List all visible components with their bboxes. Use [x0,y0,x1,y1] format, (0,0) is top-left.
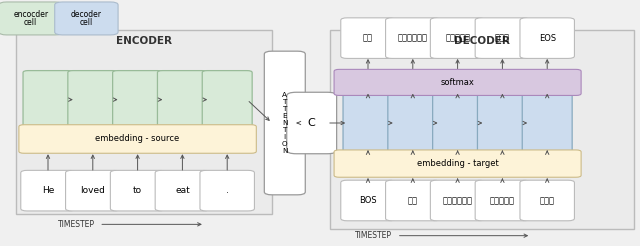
FancyBboxPatch shape [65,170,120,211]
FancyBboxPatch shape [330,30,634,229]
Text: encocder: encocder [13,10,48,18]
FancyBboxPatch shape [340,18,396,58]
Text: সে: সে [408,196,418,205]
Text: cell: cell [80,18,93,27]
FancyBboxPatch shape [68,71,118,129]
Text: EOS: EOS [539,34,556,43]
FancyBboxPatch shape [430,180,485,221]
FancyBboxPatch shape [200,170,255,211]
FancyBboxPatch shape [477,94,527,152]
Text: পছন্দ: পছন্দ [445,34,470,43]
Text: eat: eat [175,186,190,195]
Text: A
T
T
E
N
T
I
O
N: A T T E N T I O N [282,92,287,154]
FancyBboxPatch shape [340,180,396,221]
FancyBboxPatch shape [157,71,207,129]
FancyBboxPatch shape [520,180,575,221]
Text: খাওয়া: খাওয়া [398,34,428,43]
Text: loved: loved [81,186,105,195]
Text: TIMESTEP: TIMESTEP [58,220,95,229]
FancyBboxPatch shape [0,2,63,35]
FancyBboxPatch shape [475,180,530,221]
Text: to: to [133,186,142,195]
Text: DECODER: DECODER [454,36,509,46]
Text: করে: করে [495,34,510,43]
Text: করে: করে [540,196,555,205]
Text: পছন্দ: পছন্দ [490,196,515,205]
FancyBboxPatch shape [475,18,530,58]
Text: .: . [226,186,228,195]
FancyBboxPatch shape [433,94,483,152]
Text: He: He [42,186,54,195]
FancyBboxPatch shape [520,18,575,58]
Text: খাওয়া: খাওয়া [443,196,472,205]
FancyBboxPatch shape [264,51,305,195]
Text: cell: cell [24,18,37,27]
Text: TIMESTEP: TIMESTEP [355,231,392,240]
Text: সে: সে [363,34,373,43]
Text: C: C [308,118,316,128]
FancyBboxPatch shape [16,30,272,214]
FancyBboxPatch shape [287,92,337,154]
FancyBboxPatch shape [23,71,73,129]
Text: BOS: BOS [359,196,377,205]
FancyBboxPatch shape [343,94,393,152]
FancyBboxPatch shape [155,170,210,211]
Text: decoder: decoder [71,10,102,18]
FancyBboxPatch shape [113,71,163,129]
FancyBboxPatch shape [334,150,581,177]
FancyBboxPatch shape [55,2,118,35]
FancyBboxPatch shape [334,69,581,95]
Text: embedding - source: embedding - source [95,135,180,143]
FancyBboxPatch shape [385,18,440,58]
Text: ENCODER: ENCODER [116,36,172,46]
FancyBboxPatch shape [20,170,76,211]
FancyBboxPatch shape [110,170,165,211]
FancyBboxPatch shape [388,94,438,152]
FancyBboxPatch shape [202,71,252,129]
FancyBboxPatch shape [385,180,440,221]
Text: softmax: softmax [441,78,474,87]
FancyBboxPatch shape [522,94,572,152]
FancyBboxPatch shape [19,125,256,153]
FancyBboxPatch shape [430,18,485,58]
Text: embedding - target: embedding - target [417,159,499,168]
